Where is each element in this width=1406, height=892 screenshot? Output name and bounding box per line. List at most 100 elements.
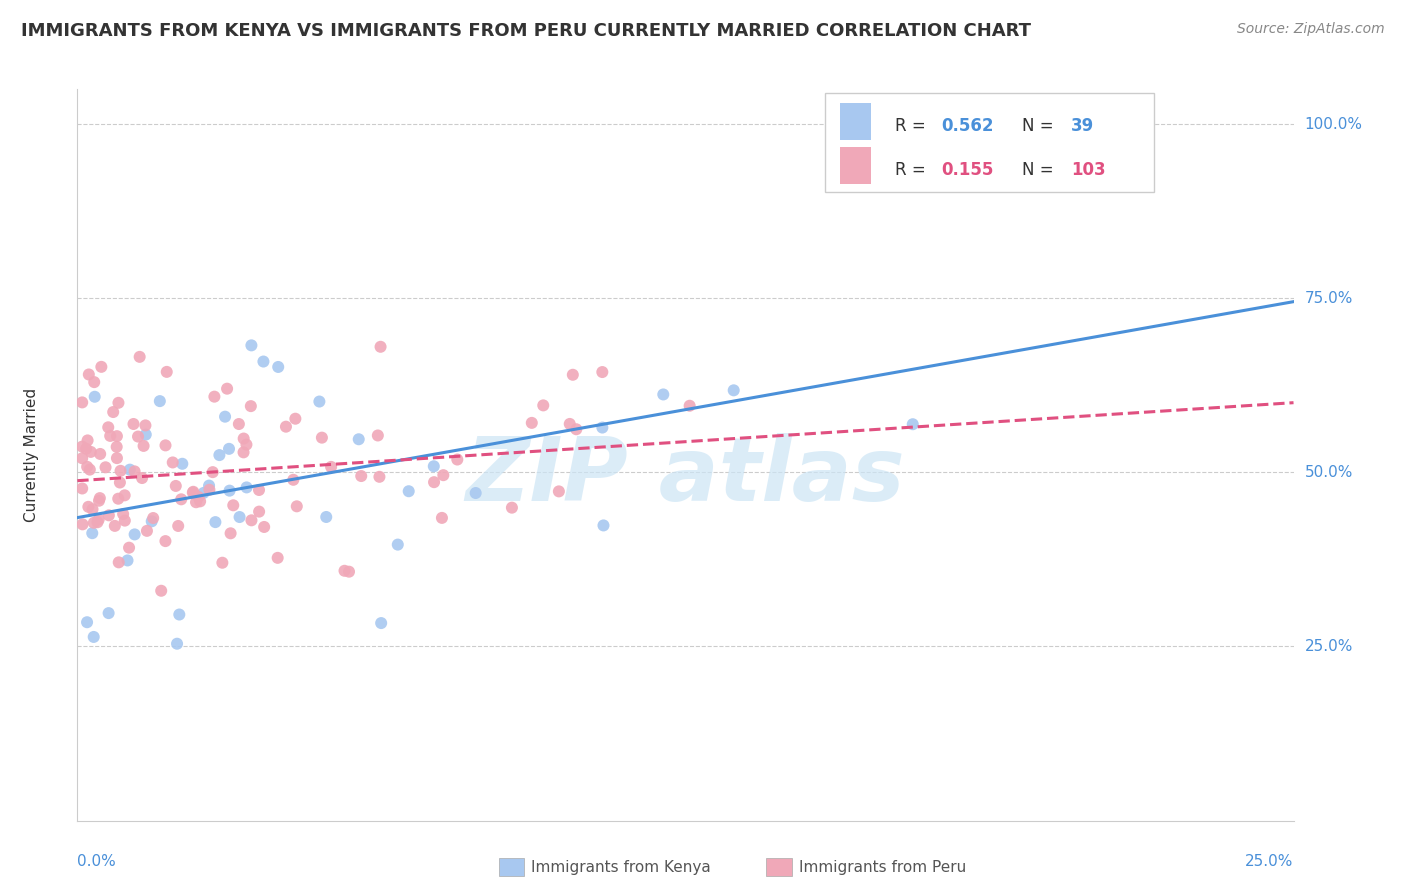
Point <box>156 365 179 379</box>
Point <box>267 359 290 374</box>
Point <box>219 526 242 541</box>
Point <box>94 460 117 475</box>
Point <box>118 541 141 555</box>
Point <box>98 429 121 443</box>
Point <box>83 390 105 404</box>
Point <box>239 399 262 413</box>
Point <box>105 429 128 443</box>
Point <box>387 538 409 552</box>
Point <box>118 463 141 477</box>
Point <box>232 432 254 446</box>
Point <box>104 519 127 533</box>
Point <box>105 440 128 454</box>
Point <box>423 475 446 490</box>
Point <box>370 616 392 631</box>
Point <box>105 451 128 466</box>
Point <box>228 417 250 431</box>
Point <box>107 555 129 569</box>
Point <box>170 492 193 507</box>
Text: 0.155: 0.155 <box>941 161 993 178</box>
Point <box>82 502 104 516</box>
Text: N =: N = <box>1022 117 1059 135</box>
Point <box>162 455 184 469</box>
Point <box>155 438 177 452</box>
Text: 50.0%: 50.0% <box>1305 465 1353 480</box>
Point <box>266 550 288 565</box>
Point <box>367 428 389 442</box>
Point <box>901 417 924 432</box>
Point <box>80 445 103 459</box>
Point <box>77 368 100 382</box>
Point <box>347 432 370 446</box>
Point <box>169 607 191 622</box>
Point <box>198 478 221 492</box>
Point <box>217 382 239 396</box>
Point <box>198 483 221 497</box>
Point <box>253 520 276 534</box>
Point <box>501 500 523 515</box>
Text: ZIP atlas: ZIP atlas <box>465 434 905 520</box>
Text: Immigrants from Kenya: Immigrants from Kenya <box>531 860 711 874</box>
Point <box>167 519 190 533</box>
Point <box>430 511 453 525</box>
Point <box>122 417 145 431</box>
Text: 100.0%: 100.0% <box>1305 117 1362 131</box>
Point <box>184 495 207 509</box>
Point <box>87 512 110 526</box>
Point <box>446 452 468 467</box>
Point <box>89 447 111 461</box>
Point <box>165 479 187 493</box>
Point <box>97 420 120 434</box>
Point <box>247 505 270 519</box>
Point <box>131 471 153 485</box>
Point <box>561 368 583 382</box>
Point <box>193 486 215 500</box>
Point <box>83 375 105 389</box>
Point <box>308 394 330 409</box>
Point <box>202 390 225 404</box>
Text: 103: 103 <box>1071 161 1105 178</box>
Point <box>181 484 204 499</box>
Point <box>592 518 614 533</box>
Text: 25.0%: 25.0% <box>1246 854 1294 869</box>
Text: 0.562: 0.562 <box>941 117 993 135</box>
Text: Immigrants from Peru: Immigrants from Peru <box>799 860 966 874</box>
Point <box>368 470 391 484</box>
Point <box>70 451 93 466</box>
Point <box>70 395 93 409</box>
Point <box>333 564 356 578</box>
Point <box>240 513 263 527</box>
Point <box>76 434 98 448</box>
Point <box>235 480 257 494</box>
Point <box>79 462 101 476</box>
Point <box>128 350 150 364</box>
Point <box>232 445 254 459</box>
Point <box>117 553 139 567</box>
Point <box>591 420 613 434</box>
Point <box>124 464 146 478</box>
Point <box>72 517 94 532</box>
Point <box>319 459 342 474</box>
Text: 75.0%: 75.0% <box>1305 291 1353 306</box>
Point <box>204 515 226 529</box>
Point <box>218 483 240 498</box>
Text: 39: 39 <box>1071 117 1094 135</box>
Point <box>211 556 233 570</box>
Point <box>89 491 111 505</box>
Point <box>284 411 307 425</box>
Text: Currently Married: Currently Married <box>24 388 38 522</box>
Point <box>76 615 98 630</box>
Point <box>283 473 305 487</box>
Point <box>218 442 240 456</box>
Point <box>315 510 337 524</box>
Text: Source: ZipAtlas.com: Source: ZipAtlas.com <box>1237 22 1385 37</box>
Point <box>370 340 392 354</box>
Point <box>464 486 486 500</box>
Point <box>547 484 569 499</box>
Point <box>141 514 163 528</box>
Point <box>76 459 98 474</box>
Point <box>188 494 211 508</box>
Point <box>108 475 131 490</box>
Point <box>558 417 581 431</box>
Point <box>97 606 120 620</box>
